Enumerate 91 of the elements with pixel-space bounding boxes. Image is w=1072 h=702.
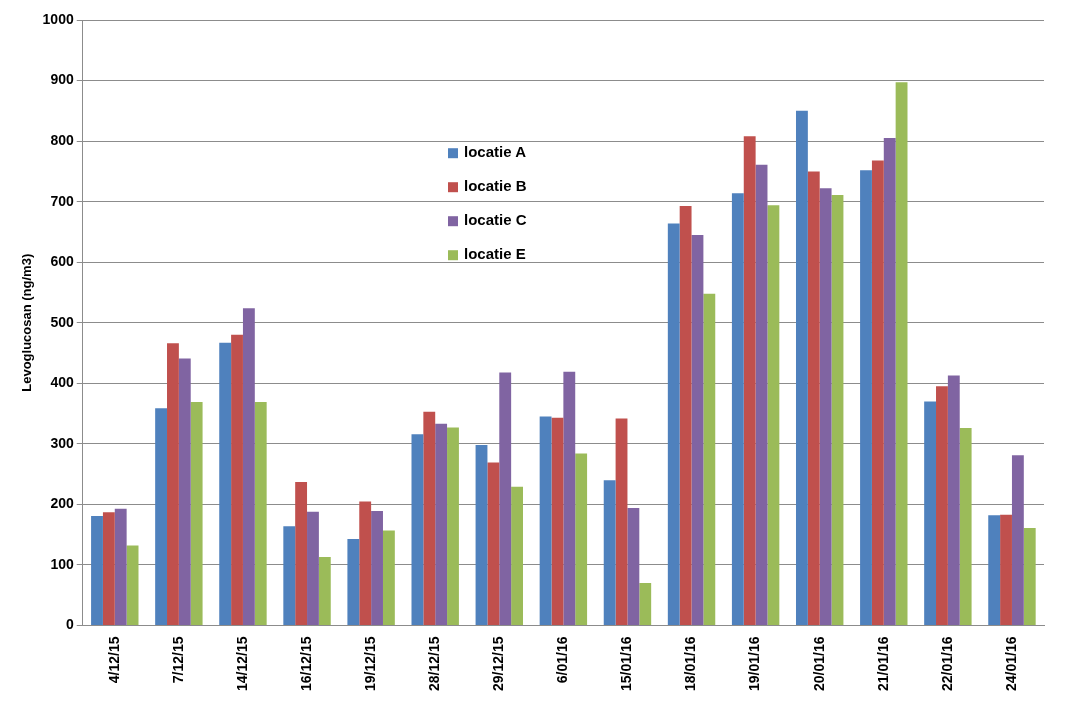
bar [691, 234, 704, 625]
x-tick-label: 21/01/16 [874, 636, 891, 691]
bar [539, 416, 552, 625]
bar [807, 171, 820, 625]
bar [242, 308, 255, 625]
legend-label: locatie A [464, 143, 527, 161]
bar [102, 512, 115, 625]
bar [947, 375, 960, 625]
bar [447, 427, 459, 625]
y-axis-title: Levoglucosan (ng/m3) [19, 253, 35, 392]
bar [819, 188, 832, 625]
bar [1011, 455, 1024, 625]
bar [254, 402, 267, 625]
x-tick-label: 28/12/15 [426, 636, 443, 691]
bar [871, 160, 884, 625]
bar [895, 82, 908, 625]
bar [295, 482, 308, 625]
bar [988, 515, 1001, 625]
bar [126, 545, 139, 625]
x-tick-label: 20/01/16 [810, 636, 827, 691]
bar [615, 418, 628, 625]
bar [423, 411, 436, 625]
bar [475, 445, 488, 625]
bar [307, 511, 319, 625]
bar [767, 205, 780, 625]
bar [411, 434, 424, 625]
bar [755, 164, 768, 625]
legend-label: locatie C [464, 211, 527, 229]
bar [511, 486, 523, 625]
y-tick-label: 0 [65, 616, 74, 633]
bar [1023, 528, 1036, 625]
y-tick-label: 1000 [42, 10, 74, 27]
bar [114, 508, 127, 625]
bar [959, 428, 972, 625]
bar [435, 423, 448, 625]
bar [667, 223, 680, 625]
bar [743, 136, 756, 625]
x-tick-label: 7/12/15 [169, 636, 186, 684]
y-tick-label: 700 [50, 192, 74, 209]
y-tick-label: 400 [50, 374, 74, 391]
bar [231, 334, 243, 625]
bar [1000, 514, 1012, 625]
bar [371, 511, 383, 625]
bar [575, 453, 588, 625]
y-tick-label: 100 [50, 555, 74, 572]
y-tick-label: 300 [50, 434, 74, 451]
bar [679, 205, 692, 625]
x-tick-label: 15/01/16 [618, 636, 635, 691]
bar [382, 530, 395, 625]
bar [155, 408, 168, 625]
bar [359, 501, 372, 625]
x-tick-label: 14/12/15 [233, 636, 250, 691]
x-tick-label: 19/01/16 [746, 636, 763, 691]
x-tick-label: 19/12/15 [361, 636, 378, 691]
legend-label: locatie B [464, 177, 527, 195]
bar [639, 583, 652, 625]
x-tick-label: 4/12/15 [105, 636, 122, 684]
bar [860, 170, 872, 625]
bar [178, 358, 191, 625]
bar [924, 401, 937, 625]
x-tick-label: 24/01/16 [1002, 636, 1019, 691]
y-tick-label: 900 [50, 71, 74, 88]
x-tick-label: 29/12/15 [490, 636, 507, 691]
bar [551, 417, 564, 625]
bar [167, 343, 179, 625]
x-tick-label: 22/01/16 [938, 636, 955, 691]
x-tick-label: 6/01/16 [554, 636, 571, 684]
y-tick-label: 200 [50, 495, 74, 512]
bar [831, 194, 844, 625]
bar [796, 110, 808, 625]
bar [499, 372, 512, 625]
x-tick-label: 18/01/16 [682, 636, 699, 691]
bar [219, 342, 232, 625]
bar [487, 462, 500, 625]
bar [603, 480, 616, 625]
bar [347, 538, 360, 625]
bar [190, 402, 203, 625]
bar [283, 526, 296, 625]
bar [703, 293, 716, 625]
bar [627, 508, 640, 625]
bar [91, 515, 103, 625]
bar [731, 193, 744, 625]
legend-label: locatie E [464, 245, 526, 263]
bar [563, 371, 576, 625]
bar [936, 386, 948, 625]
y-tick-label: 500 [50, 313, 74, 330]
y-tick-label: 600 [50, 253, 74, 270]
x-tick-label: 16/12/15 [297, 636, 314, 691]
bar [318, 557, 331, 625]
bar [883, 138, 896, 625]
y-tick-label: 800 [50, 131, 74, 148]
